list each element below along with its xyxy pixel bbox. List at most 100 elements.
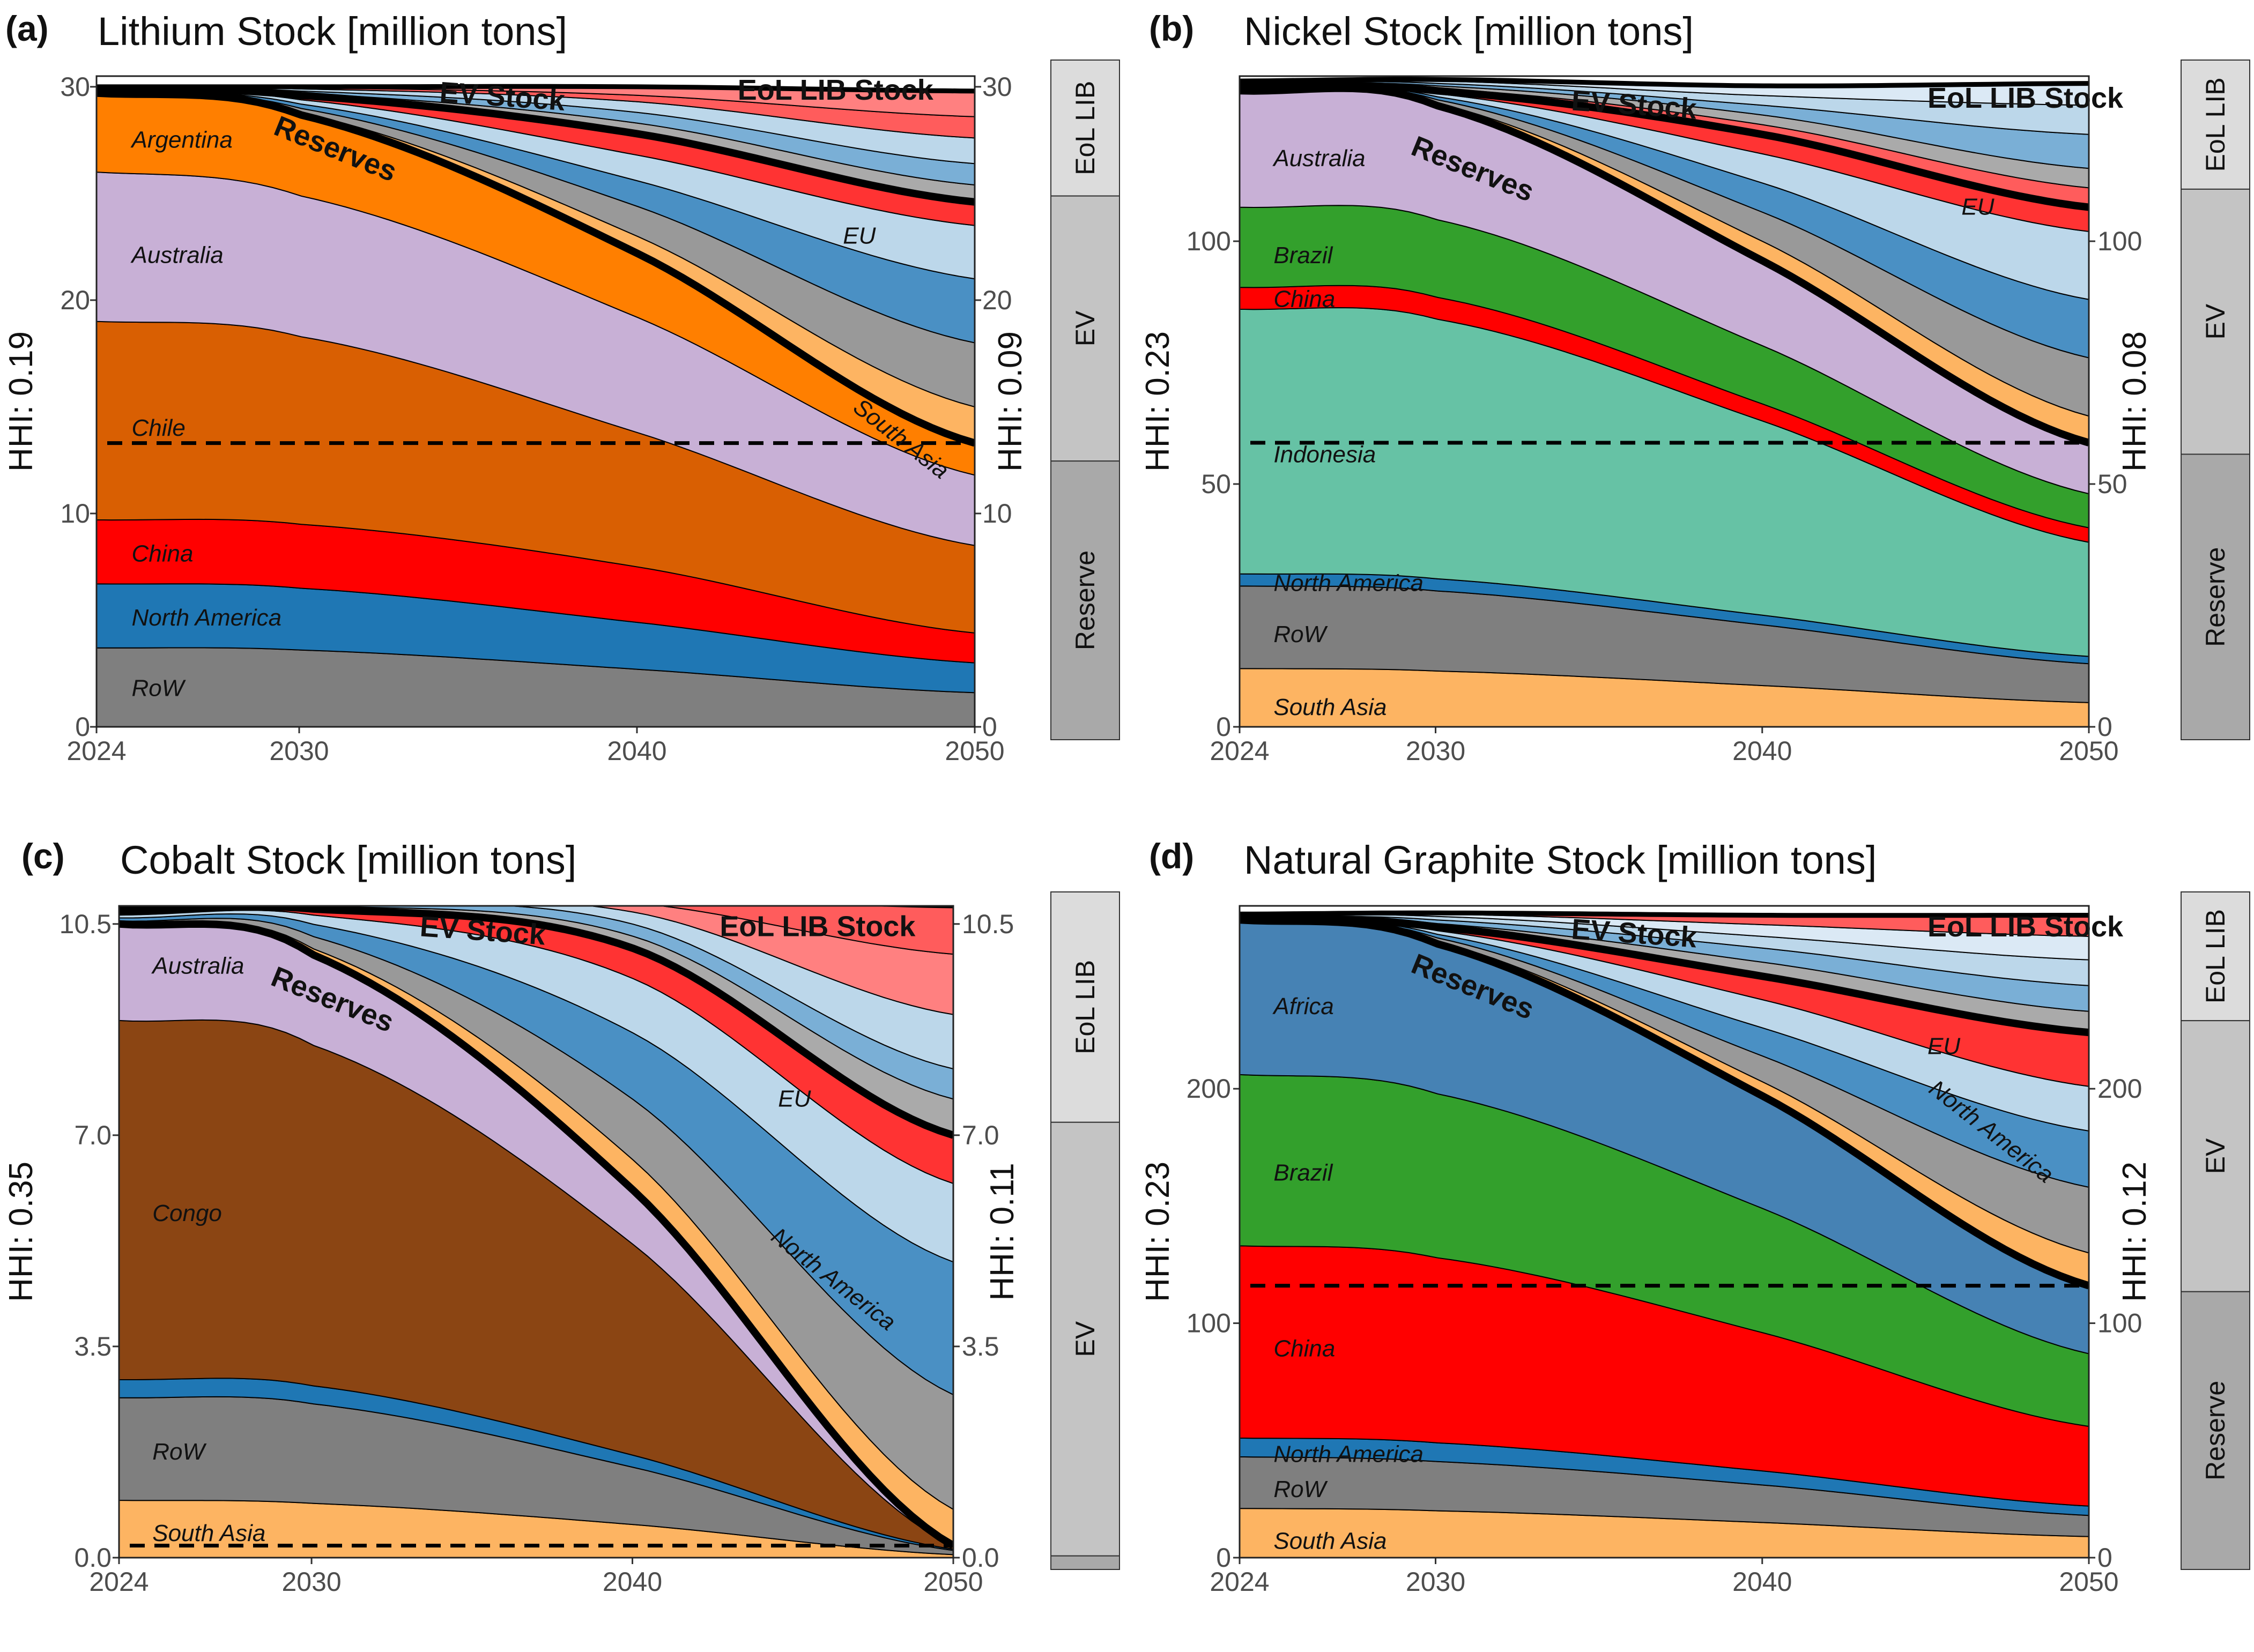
panel-a: Argentina Australia Chile China North Americ… — [3, 9, 1120, 766]
y-tick-label-left: 100 — [1187, 226, 1231, 256]
region-label: Brazil — [1273, 242, 1333, 269]
composition-bar-segment — [1050, 195, 1120, 462]
x-tick-label: 2030 — [269, 736, 329, 766]
stock-label: EoL LIB Stock — [1927, 911, 2124, 943]
region-label: RoW — [152, 1439, 206, 1465]
region-label: South Asia — [1273, 694, 1386, 720]
composition-bar-segment — [1050, 460, 1120, 740]
region-label: RoW — [1273, 1476, 1328, 1502]
composition-bar-label: EoL LIB — [2200, 77, 2230, 172]
x-tick-label: 2050 — [2059, 736, 2118, 766]
x-tick-label: 2040 — [1732, 736, 1792, 766]
y-axis-title-right: HHI: 0.09 — [992, 331, 1029, 472]
region-label: EU — [843, 223, 876, 249]
plot-area — [1240, 910, 2089, 1558]
reserves-boundary-line — [97, 89, 975, 447]
composition-bar-label: EV — [1070, 1321, 1100, 1357]
composition-bar-segment — [2181, 188, 2250, 455]
panel-title: Cobalt Stock [million tons] — [120, 838, 576, 882]
y-tick-label-right: 0 — [2097, 712, 2112, 742]
composition-bar-label: Reserve — [2200, 1381, 2230, 1480]
region-label: Indonesia — [1273, 442, 1376, 468]
composition-bar-segment — [2181, 59, 2250, 190]
panel-title: Lithium Stock [million tons] — [98, 9, 567, 54]
y-axis-title-left: HHI: 0.23 — [1139, 331, 1176, 472]
y-tick-label-right: 0 — [982, 712, 997, 742]
region-label: EU — [778, 1085, 811, 1112]
region-label: RoW — [132, 675, 186, 701]
y-axis-title-left: HHI: 0.35 — [3, 1162, 40, 1302]
y-tick-label-right: 10.5 — [962, 909, 1014, 939]
region-label: China — [1273, 286, 1335, 312]
eol-boundary-line — [119, 906, 953, 909]
y-tick-label-left: 50 — [1201, 469, 1231, 499]
region-label: Argentina — [130, 126, 233, 153]
composition-bar-label: Reserve — [1070, 550, 1100, 650]
y-tick-label-right: 20 — [982, 285, 1012, 315]
y-tick-label-left: 10 — [60, 498, 90, 529]
y-tick-label-left: 10.5 — [60, 909, 112, 939]
stock-label: EoL LIB Stock — [720, 910, 916, 942]
region-label: North America — [132, 605, 282, 631]
composition-bar-label: EV — [2200, 1138, 2230, 1174]
y-tick-label-right: 100 — [2097, 1308, 2142, 1338]
plot-frame — [95, 75, 976, 728]
region-label: China — [1273, 1336, 1335, 1362]
plot-frame — [1239, 905, 2090, 1559]
y-tick-label-left: 3.5 — [74, 1331, 112, 1361]
region-label: Australia — [1272, 145, 1365, 172]
region-label: Africa — [1272, 993, 1333, 1020]
composition-bar-label: EoL LIB — [1070, 960, 1100, 1054]
region-label: Australia — [130, 242, 224, 268]
y-tick-label-right: 0 — [2097, 1543, 2112, 1573]
panel-label: (b) — [1149, 9, 1194, 48]
x-tick-label: 2030 — [1406, 1567, 1465, 1597]
x-tick-label: 2050 — [923, 1567, 983, 1597]
x-tick-label: 2040 — [1732, 1567, 1792, 1597]
composition-bar-label: EV — [1070, 310, 1100, 346]
y-tick-label-right: 50 — [2097, 469, 2127, 499]
y-axis-title-left: HHI: 0.19 — [3, 331, 40, 472]
eol-boundary-line — [1240, 77, 2089, 88]
x-tick-label: 2024 — [1210, 1567, 1269, 1597]
reserves-boundary-line — [119, 920, 953, 1549]
plot-frame — [118, 905, 954, 1559]
composition-bar-label: EV — [2200, 303, 2230, 339]
panel-title: Natural Graphite Stock [million tons] — [1244, 838, 1877, 882]
x-tick-label: 2030 — [1406, 736, 1465, 766]
plot-area — [119, 906, 953, 1558]
y-tick-label-right: 10 — [982, 498, 1012, 529]
x-tick-label: 2024 — [1210, 736, 1269, 766]
panel-label: (c) — [21, 836, 65, 876]
y-tick-label-right: 30 — [982, 72, 1012, 102]
composition-bar-segment — [1050, 1555, 1120, 1570]
y-tick-label-left: 30 — [60, 72, 90, 102]
region-label: China — [132, 541, 194, 567]
composition-bar-segment — [1050, 891, 1120, 1123]
plot-frame — [1239, 75, 2090, 728]
y-tick-label-left: 0 — [1216, 1543, 1231, 1573]
composition-bar-segment — [2181, 453, 2250, 740]
region-label: North America — [1273, 1441, 1423, 1468]
y-tick-label-left: 200 — [1187, 1074, 1231, 1104]
region-label: RoW — [1273, 621, 1328, 648]
y-axis-title-right: HHI: 0.08 — [2116, 331, 2153, 472]
composition-bar-label: EoL LIB — [1070, 81, 1100, 175]
composition-bar-label: EoL LIB — [2200, 909, 2230, 1003]
composition-bar-segment — [1050, 59, 1120, 197]
region-label: Brazil — [1273, 1160, 1333, 1186]
y-tick-label-right: 7.0 — [962, 1120, 999, 1150]
region-label: Chile — [132, 415, 186, 441]
ev-boundary-line — [1240, 81, 2089, 211]
region-label: North America — [1273, 570, 1423, 597]
y-tick-label-right: 200 — [2097, 1074, 2142, 1104]
composition-bar-label: Reserve — [2200, 547, 2230, 647]
eol-boundary-line — [1240, 910, 2089, 918]
panel-label: (a) — [5, 9, 49, 48]
y-tick-label-right: 0.0 — [962, 1543, 999, 1573]
panel-label: (d) — [1149, 836, 1194, 876]
eol-area-3 — [119, 906, 953, 1015]
ev-boundary-line — [97, 85, 975, 206]
